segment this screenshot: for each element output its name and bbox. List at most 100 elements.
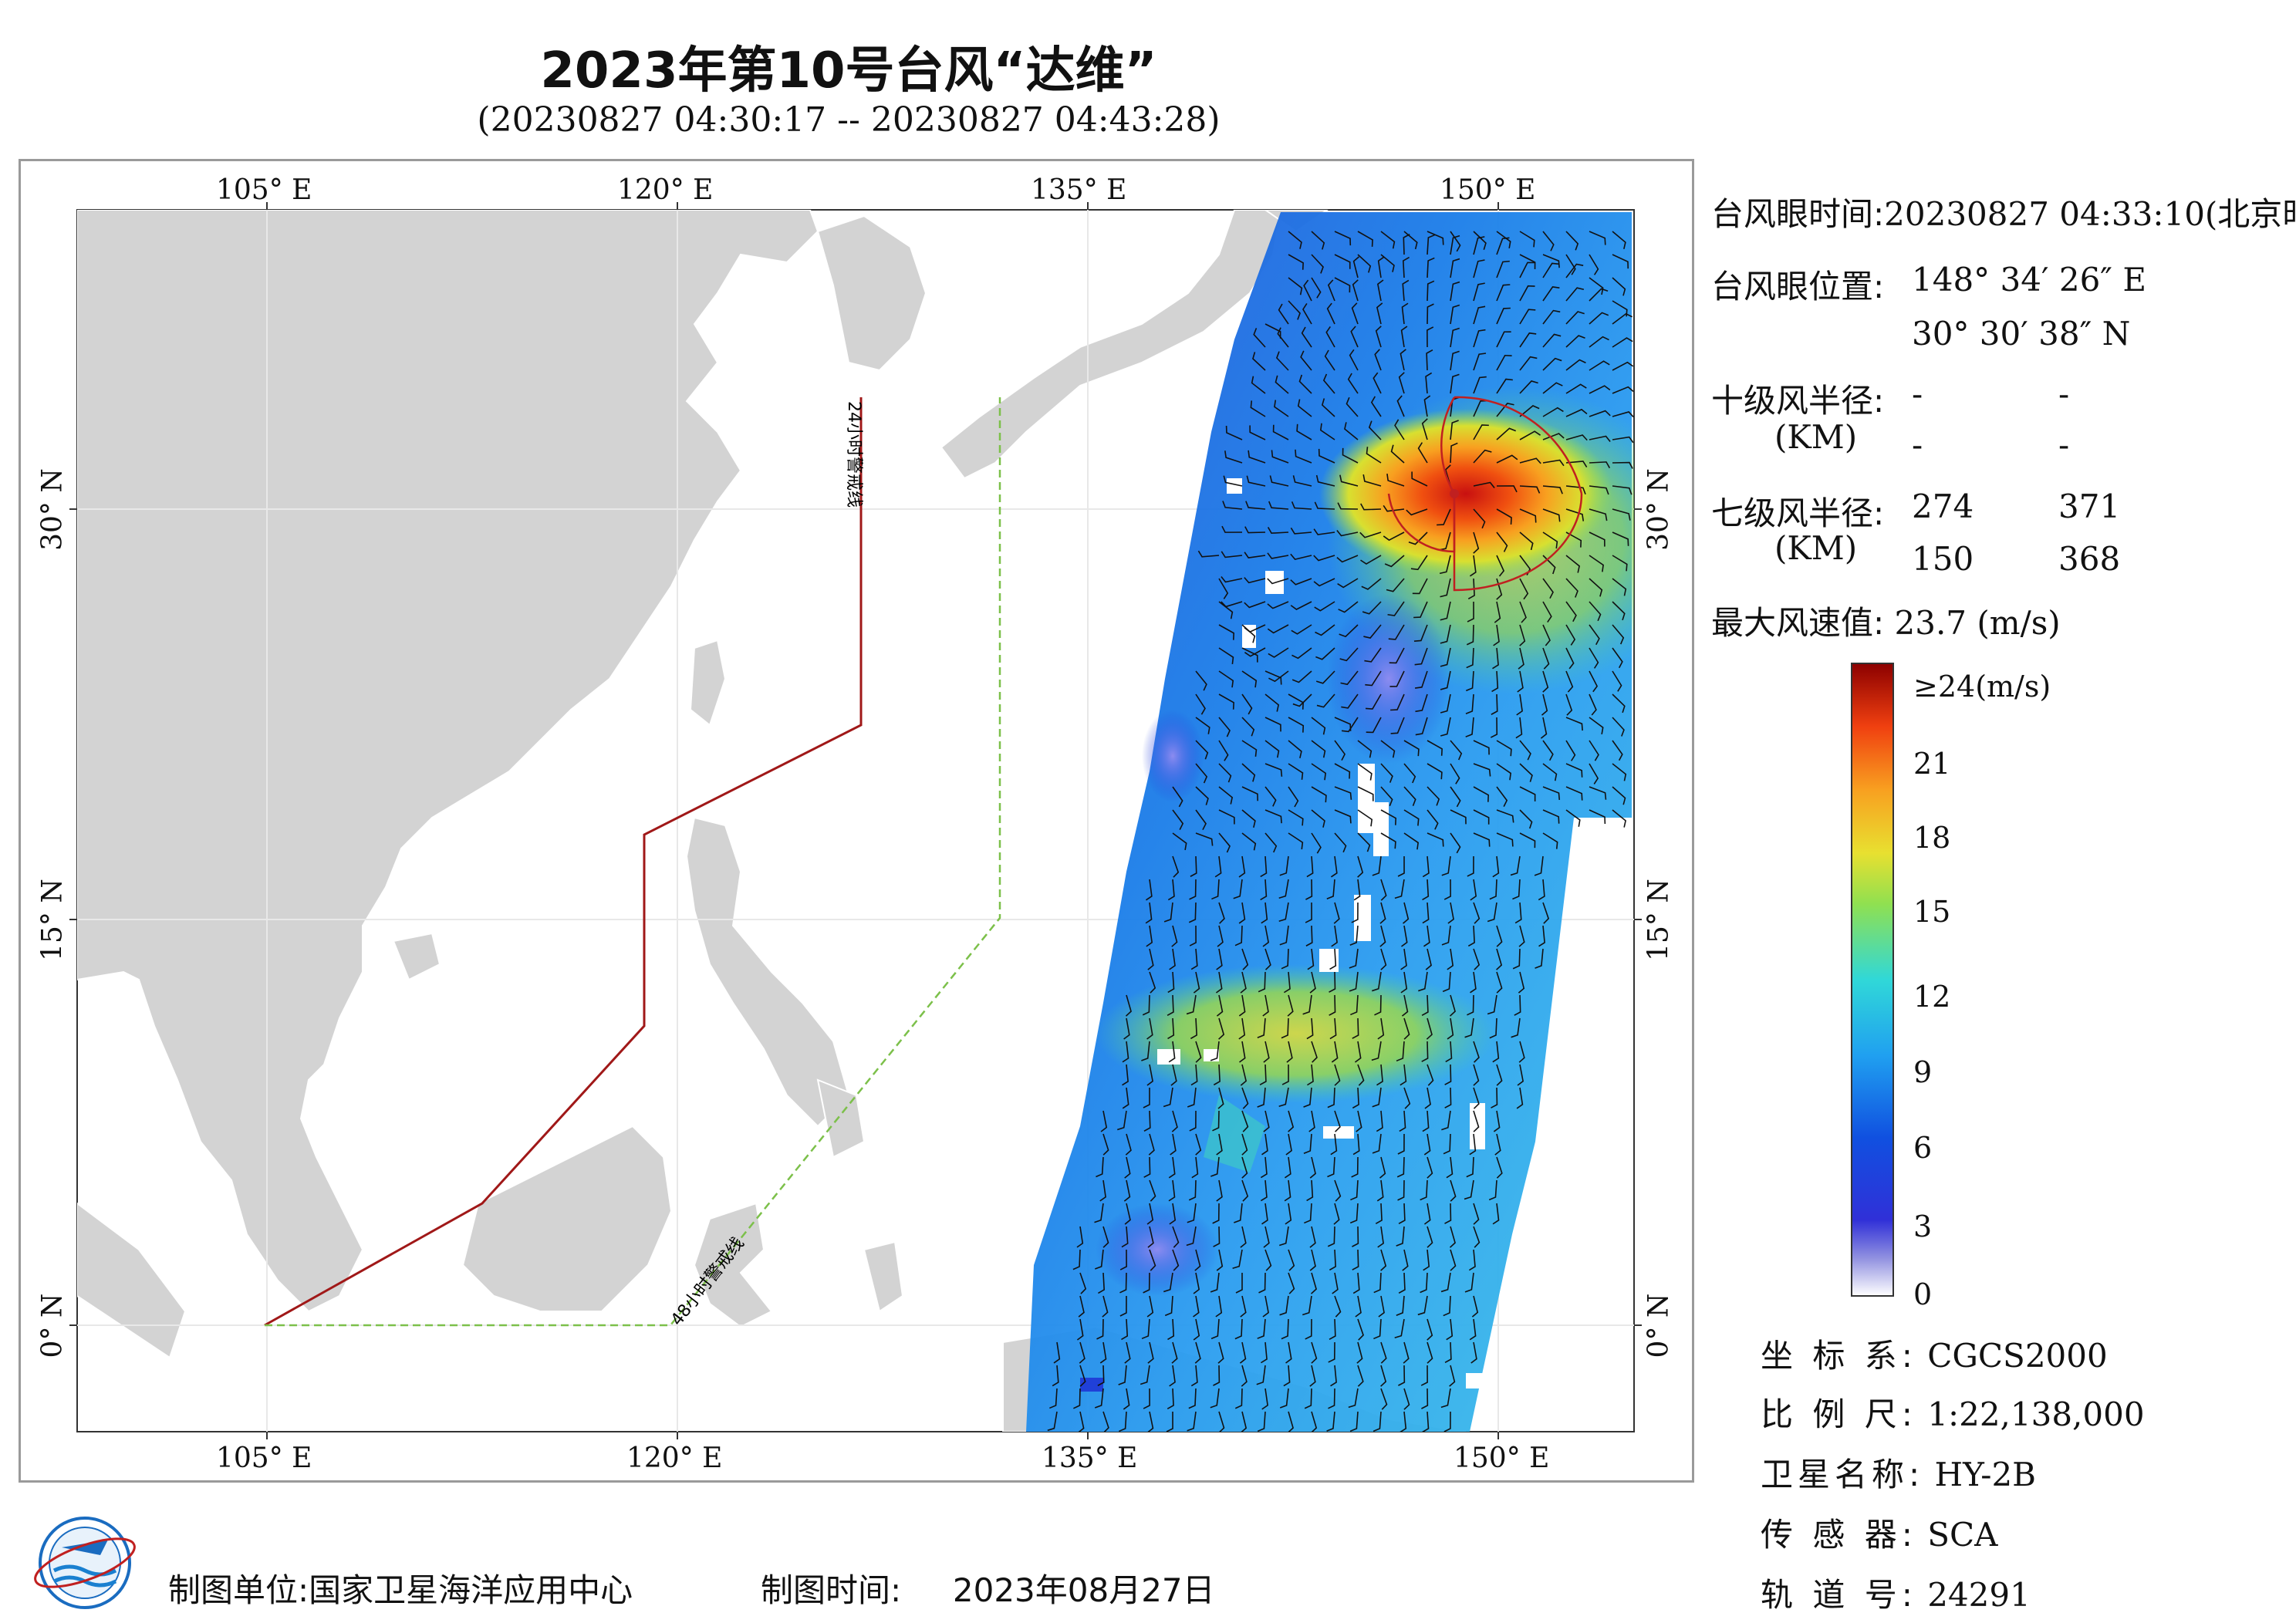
- wind-barb: [1218, 786, 1234, 805]
- wind-barb: [1261, 1133, 1268, 1156]
- wind-barb: [1440, 624, 1451, 644]
- wind-barb: [1589, 254, 1599, 275]
- wind-barb: [1301, 326, 1312, 348]
- wind-barb: [1612, 693, 1626, 714]
- wind-barb: [1450, 350, 1460, 371]
- wind-barb: [1589, 288, 1609, 302]
- wind-barb: [1278, 1226, 1289, 1247]
- wind-barb: [1264, 693, 1280, 712]
- wind-barb: [1341, 717, 1359, 733]
- wind-barb: [1187, 1411, 1197, 1432]
- wind-barb: [1221, 601, 1243, 608]
- colorbar-label: ≥24(m/s): [1913, 670, 2051, 704]
- wind-barb: [1514, 902, 1522, 924]
- wind-barb: [1450, 420, 1459, 440]
- wind-barb: [1542, 407, 1564, 417]
- max-wind-label: 最大风速值:: [1711, 604, 1885, 642]
- map-time-range: (20230827 04:30:17 -- 20230827 04:43:28): [477, 100, 1221, 140]
- wind-barb: [1519, 457, 1541, 464]
- wind-barb: [1473, 236, 1485, 255]
- wind-barb: [1565, 763, 1583, 778]
- wind-barb: [1257, 1087, 1266, 1108]
- wind-barb: [1473, 832, 1491, 847]
- wind-barb: [1376, 279, 1384, 302]
- wind-barb: [1467, 855, 1474, 877]
- wind-barb: [1188, 1388, 1197, 1409]
- wind-barb: [1258, 1272, 1266, 1294]
- wind-barb: [1496, 485, 1518, 493]
- wind-barb: [1420, 1179, 1428, 1201]
- wind-barb: [1332, 1272, 1339, 1294]
- wind-barb: [1308, 1110, 1315, 1132]
- wind-barb: [1241, 693, 1253, 715]
- typhoon-eye-marker[interactable]: [1450, 489, 1459, 498]
- wind-barb: [1411, 471, 1428, 487]
- wind-barb: [1119, 1249, 1127, 1270]
- wind-barb: [1336, 555, 1359, 563]
- wind-barb: [1096, 1156, 1104, 1178]
- wind-barb: [1240, 1064, 1248, 1086]
- wind-barb: [1123, 1179, 1131, 1202]
- wind-barb: [1425, 948, 1432, 970]
- wind-barb: [1225, 425, 1243, 440]
- wind-barb: [1542, 832, 1558, 849]
- wind-barb: [1311, 786, 1327, 803]
- wind-barb: [1400, 326, 1408, 348]
- wind-barb: [1143, 1156, 1151, 1178]
- wind-barb: [1519, 285, 1535, 302]
- wind-barb: [1125, 1133, 1132, 1156]
- wind-barb: [1494, 601, 1501, 623]
- wind-barb: [1612, 578, 1627, 596]
- wind-barb: [1450, 1249, 1457, 1271]
- wind-barb: [1446, 1156, 1454, 1179]
- wind-barb: [1565, 601, 1577, 623]
- wind-barb: [1171, 1110, 1178, 1132]
- wind-barb: [1450, 1179, 1457, 1202]
- wind-barb: [1311, 740, 1326, 758]
- wind-barb: [1356, 1110, 1362, 1132]
- wind-barb: [1221, 551, 1243, 558]
- wind-barb: [1473, 1087, 1480, 1109]
- wind-barb: [1331, 925, 1338, 947]
- producer-row: 制图单位:国家卫星海洋应用中心: [168, 1564, 633, 1611]
- wind-barb: [1195, 670, 1207, 691]
- wind-barb: [1402, 256, 1410, 278]
- wind-barb: [1366, 717, 1382, 734]
- wind-barb: [1352, 1087, 1359, 1109]
- wind-barb: [1542, 485, 1563, 494]
- wind-barb: [1241, 948, 1249, 970]
- wind-barb: [1311, 1341, 1318, 1364]
- wind-barb: [1612, 670, 1622, 692]
- wind-barb: [1473, 259, 1485, 278]
- wind-barb: [1349, 1411, 1359, 1432]
- wind-barb: [1334, 231, 1352, 246]
- wind-barb: [1496, 231, 1511, 249]
- wind-barb: [1612, 312, 1633, 325]
- wind-barb: [1167, 879, 1175, 901]
- wind-barb: [1437, 508, 1451, 526]
- wind-barb: [1444, 1087, 1452, 1108]
- axis-ticks: [69, 202, 1642, 1439]
- r7-unit: (KM): [1774, 529, 1858, 567]
- wind-barb: [1403, 763, 1416, 784]
- wind-barb: [1473, 376, 1487, 394]
- wind-barb: [1512, 948, 1521, 970]
- wind-barb: [1122, 1064, 1129, 1086]
- wind-barb: [1292, 647, 1312, 660]
- wind-barb: [1380, 1249, 1387, 1271]
- lon-label-bottom: 120° E: [626, 1442, 723, 1474]
- wind-barb: [1328, 1341, 1335, 1363]
- wind-barb: [1423, 1133, 1431, 1156]
- wind-barb: [1589, 336, 1609, 348]
- wind-barb: [1487, 994, 1497, 1015]
- wind-barb: [1260, 879, 1268, 901]
- wind-barb: [1589, 601, 1602, 622]
- wind-barb: [1146, 1203, 1154, 1225]
- wind-barb: [1095, 1249, 1104, 1270]
- wind-barb: [1496, 971, 1503, 994]
- wind-barb: [1365, 693, 1382, 710]
- wind-barb: [1473, 1203, 1480, 1225]
- wind-barb: [1241, 786, 1258, 801]
- wind-barb: [1380, 231, 1396, 249]
